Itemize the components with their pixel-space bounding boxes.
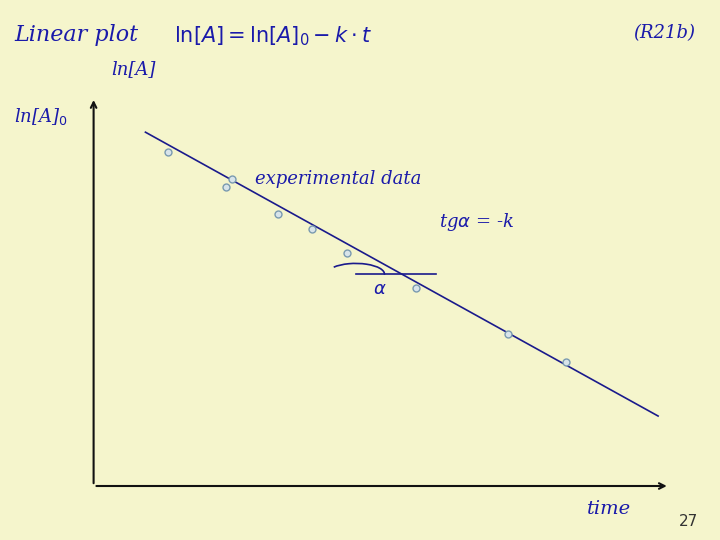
Text: ln[A]$_0$: ln[A]$_0$: [14, 106, 68, 126]
Text: (R21b): (R21b): [634, 24, 696, 42]
Text: time: time: [587, 500, 631, 517]
Text: 27: 27: [679, 514, 698, 529]
Text: experimental data: experimental data: [255, 170, 421, 188]
Text: tg$\alpha$ = -k: tg$\alpha$ = -k: [439, 211, 514, 233]
Text: Linear plot: Linear plot: [14, 24, 138, 46]
Text: $\ln\!\left[A\right]=\ln\!\left[A\right]_0 - k\cdot t$: $\ln\!\left[A\right]=\ln\!\left[A\right]…: [174, 24, 373, 48]
Text: $\alpha$: $\alpha$: [373, 280, 387, 298]
Text: ln[A]: ln[A]: [112, 60, 156, 78]
